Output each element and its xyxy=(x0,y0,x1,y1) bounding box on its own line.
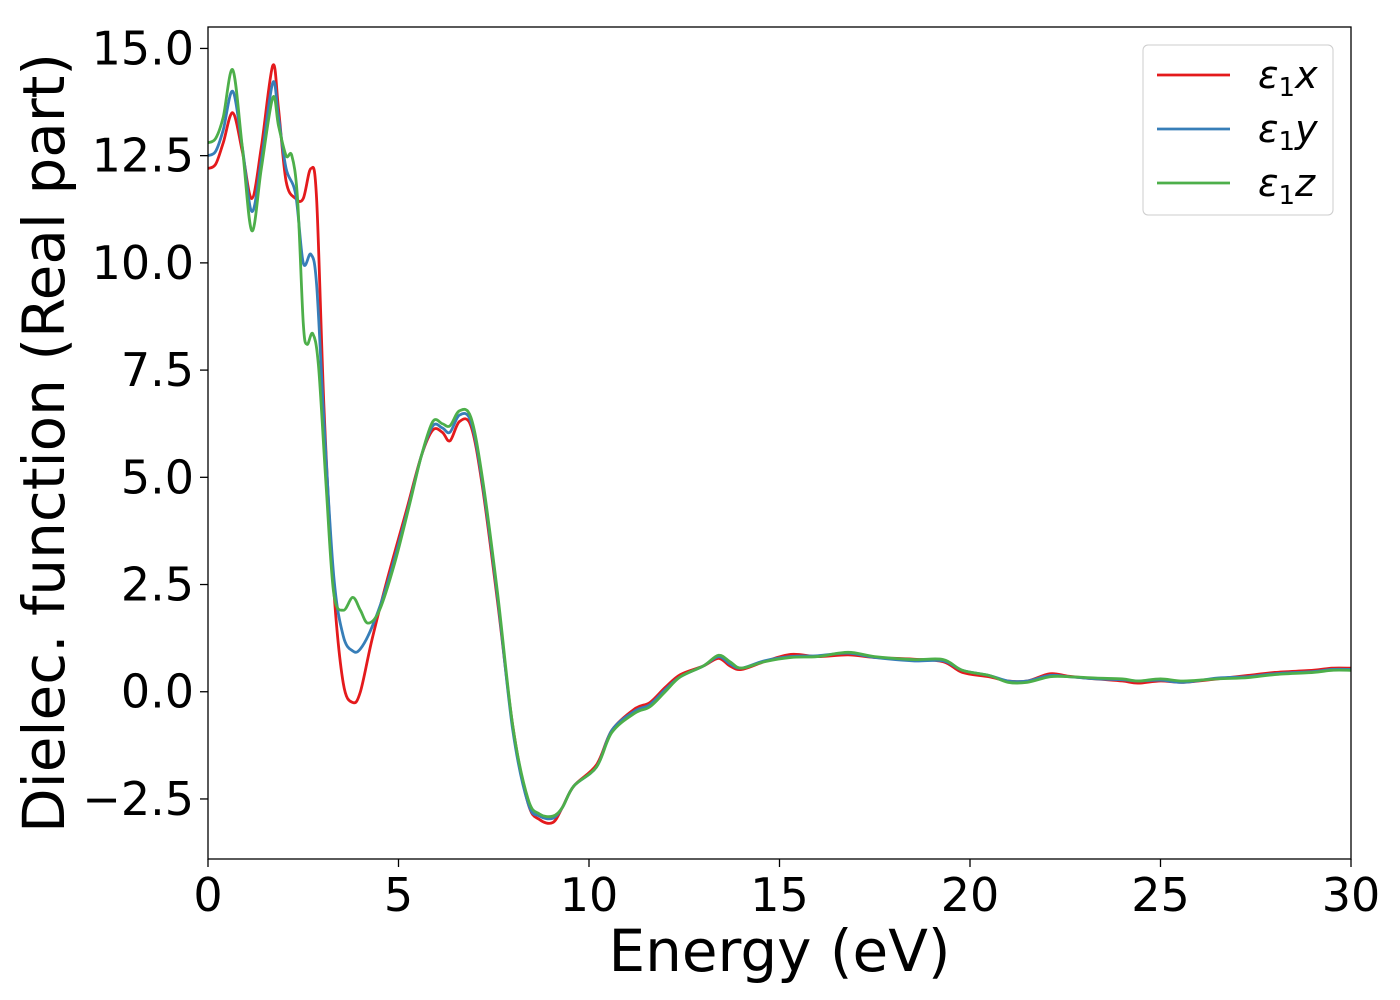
series-lines xyxy=(208,63,1351,825)
y-axis: −2.5 0.0 2.5 5.0 7.5 10.0 12.5 15.0 xyxy=(82,21,208,826)
y-axis-label: Dielec. function (Real part) xyxy=(10,53,78,833)
x-tick-label: 10 xyxy=(560,868,619,922)
y-tick-label: 7.5 xyxy=(121,343,194,397)
y-tick-label: −2.5 xyxy=(82,772,194,826)
y-tick-label: 10.0 xyxy=(92,236,194,290)
legend-label-y: ε1y xyxy=(1258,107,1318,157)
legend-label-z: ε1z xyxy=(1258,161,1316,211)
series-line-z xyxy=(208,68,1351,819)
y-tick-label: 5.0 xyxy=(121,450,194,504)
y-tick-label: 2.5 xyxy=(121,558,194,612)
legend-label-x: ε1x xyxy=(1258,53,1318,103)
x-tick-label: 0 xyxy=(193,868,222,922)
y-tick-label: 15.0 xyxy=(92,21,194,75)
series-line-x xyxy=(208,63,1351,825)
x-axis: 0 5 10 15 20 25 30 xyxy=(193,859,1380,922)
x-tick-label: 5 xyxy=(384,868,413,922)
x-tick-label: 30 xyxy=(1322,868,1381,922)
x-tick-label: 25 xyxy=(1131,868,1190,922)
y-tick-label: 0.0 xyxy=(121,665,194,719)
x-axis-label: Energy (eV) xyxy=(608,917,950,985)
y-tick-label: 12.5 xyxy=(92,129,194,183)
x-tick-label: 15 xyxy=(750,868,809,922)
legend-box xyxy=(1142,44,1334,216)
x-tick-label: 20 xyxy=(941,868,1000,922)
